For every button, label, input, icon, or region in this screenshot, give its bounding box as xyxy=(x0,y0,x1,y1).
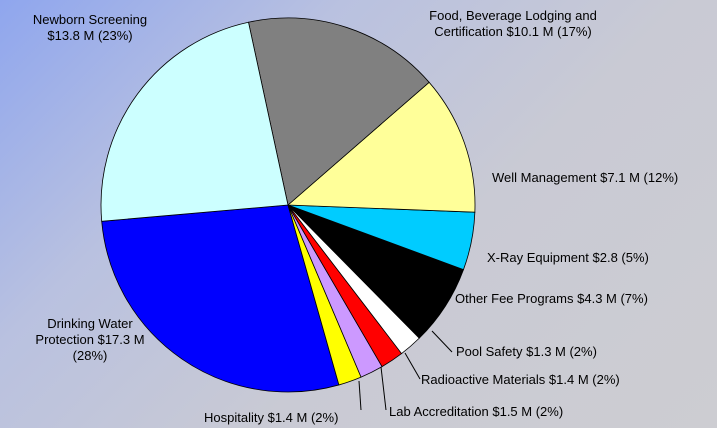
leader-line xyxy=(358,380,362,411)
category-name: Drinking Water Protection xyxy=(35,316,133,347)
category-name: Pool Safety xyxy=(456,344,523,359)
category-name: Lab Accreditation xyxy=(389,404,489,419)
pie-slice xyxy=(101,204,340,393)
value-label: $13.8 M (23%) xyxy=(47,28,133,43)
value-label: $4.3 M (7%) xyxy=(577,291,648,306)
category-name: Hospitality xyxy=(204,410,264,425)
value-label: $1.4 M (2%) xyxy=(548,372,620,387)
category-name: Food, Beverage Lodging and Certification xyxy=(429,8,597,39)
slice-label: Drinking Water Protection $17.3 M (28%) xyxy=(20,316,160,364)
value-label: $2.8 (5%) xyxy=(592,250,649,265)
category-name: Newborn Screening xyxy=(32,12,148,27)
slice-label: Well Management $7.1 M (12%) xyxy=(492,170,678,186)
value-label: $7.1 M (12%) xyxy=(600,170,679,185)
slice-label: Radioactive Materials $1.4 M (2%) xyxy=(421,372,620,388)
pie-slice xyxy=(286,81,476,213)
slice-label: X-Ray Equipment $2.8 (5%) xyxy=(487,250,649,266)
leader-line xyxy=(404,352,421,380)
value-label: $17.3 M (28%) xyxy=(72,332,145,363)
slice-label: Food, Beverage Lodging and Certification… xyxy=(398,8,628,40)
slice-label: Hospitality $1.4 M (2%) xyxy=(204,410,338,426)
category-name: Other Fee Programs xyxy=(455,291,574,306)
pie-slice xyxy=(248,17,430,206)
slice-label: Pool Safety $1.3 M (2%) xyxy=(456,344,597,360)
value-label: $1.3 M (2%) xyxy=(526,344,597,359)
slice-label: Other Fee Programs $4.3 M (7%) xyxy=(455,291,648,307)
slice-label: Lab Accreditation $1.5 M (2%) xyxy=(389,404,563,420)
category-name: X-Ray Equipment xyxy=(487,250,589,265)
category-name: Radioactive Materials xyxy=(421,372,546,387)
leader-line xyxy=(431,330,453,353)
value-label: $1.5 M (2%) xyxy=(492,404,564,419)
value-label: $10.1 M (17%) xyxy=(506,24,592,39)
category-name: Well Management xyxy=(492,170,597,185)
leader-line xyxy=(380,366,387,411)
slice-label: Newborn Screening $13.8 M (23%) xyxy=(15,12,165,44)
pie-slice xyxy=(100,21,289,222)
value-label: $1.4 M (2%) xyxy=(267,410,339,425)
